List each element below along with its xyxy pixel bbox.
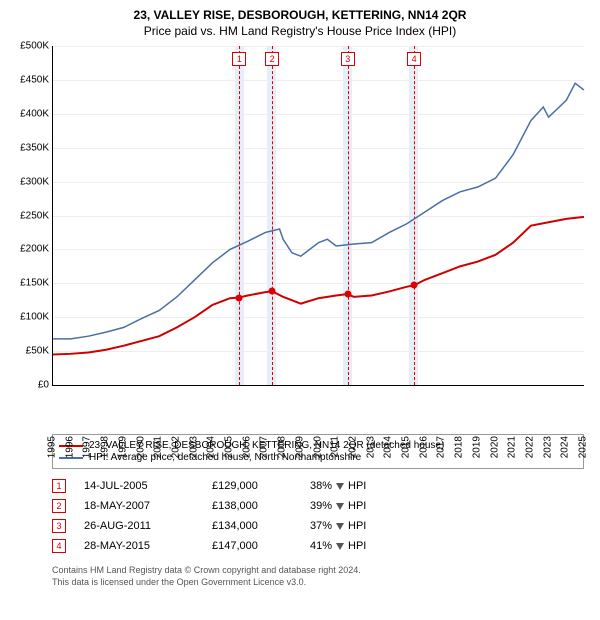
sale-point <box>269 288 276 295</box>
sale-price: £129,000 <box>212 480 292 492</box>
sale-date: 18-MAY-2007 <box>84 500 194 512</box>
arrow-down-icon <box>336 543 344 550</box>
sale-price: £138,000 <box>212 500 292 512</box>
sale-date: 26-AUG-2011 <box>84 520 194 532</box>
sales-table: 1 14-JUL-2005 £129,000 38% HPI 2 18-MAY-2007 £… <box>52 479 584 553</box>
x-tick-label: 2009 <box>294 436 305 458</box>
sale-index: 2 <box>52 499 66 513</box>
sale-date: 28-MAY-2015 <box>84 540 194 552</box>
footer-line-1: Contains HM Land Registry data © Crown c… <box>52 565 584 577</box>
sale-diff: 39% HPI <box>310 500 366 512</box>
x-tick-label: 2011 <box>330 436 341 458</box>
x-tick-label: 1998 <box>100 436 111 458</box>
x-tick-label: 2016 <box>418 436 429 458</box>
series-price_paid <box>53 217 584 355</box>
x-tick-label: 2010 <box>312 436 323 458</box>
sale-index: 4 <box>52 539 66 553</box>
sale-price: £147,000 <box>212 540 292 552</box>
x-tick-label: 1999 <box>117 436 128 458</box>
footer-copyright: Contains HM Land Registry data © Crown c… <box>52 565 584 588</box>
x-tick-label: 2017 <box>436 436 447 458</box>
line-series <box>53 46 584 385</box>
sale-row: 2 18-MAY-2007 £138,000 39% HPI <box>52 499 584 513</box>
x-tick-label: 2022 <box>524 436 535 458</box>
x-tick-label: 1997 <box>82 436 93 458</box>
y-tick-label: £100K <box>20 312 53 323</box>
x-tick-label: 2014 <box>383 436 394 458</box>
x-tick-label: 2019 <box>471 436 482 458</box>
x-tick-label: 2013 <box>365 436 376 458</box>
sale-diff: 37% HPI <box>310 520 366 532</box>
sale-date: 14-JUL-2005 <box>84 480 194 492</box>
x-tick-label: 2023 <box>542 436 553 458</box>
chart-title: 23, VALLEY RISE, DESBOROUGH, KETTERING, … <box>10 8 590 22</box>
x-tick-label: 2007 <box>259 436 270 458</box>
x-tick-label: 2021 <box>507 436 518 458</box>
x-tick-label: 2020 <box>489 436 500 458</box>
sale-index: 1 <box>52 479 66 493</box>
sale-point <box>344 291 351 298</box>
arrow-down-icon <box>336 503 344 510</box>
sale-index: 3 <box>52 519 66 533</box>
series-hpi <box>53 83 584 339</box>
arrow-down-icon <box>336 483 344 490</box>
x-axis-ticks: 1995199619971998199920002001200220032004… <box>52 390 584 430</box>
x-tick-label: 2025 <box>578 436 589 458</box>
y-tick-label: £400K <box>20 108 53 119</box>
chart-plot-area: £0£50K£100K£150K£200K£250K£300K£350K£400… <box>52 46 584 386</box>
y-tick-label: £450K <box>20 74 53 85</box>
y-tick-label: £50K <box>26 346 53 357</box>
sale-row: 1 14-JUL-2005 £129,000 38% HPI <box>52 479 584 493</box>
sale-row: 3 26-AUG-2011 £134,000 37% HPI <box>52 519 584 533</box>
sale-point <box>236 294 243 301</box>
sale-row: 4 28-MAY-2015 £147,000 41% HPI <box>52 539 584 553</box>
chart-subtitle: Price paid vs. HM Land Registry's House … <box>10 24 590 38</box>
sale-point <box>411 282 418 289</box>
x-tick-label: 1996 <box>64 436 75 458</box>
x-tick-label: 2015 <box>401 436 412 458</box>
x-tick-label: 2012 <box>347 436 358 458</box>
x-tick-label: 2001 <box>153 436 164 458</box>
x-tick-label: 2006 <box>241 436 252 458</box>
sale-diff: 41% HPI <box>310 540 366 552</box>
chart-container: 23, VALLEY RISE, DESBOROUGH, KETTERING, … <box>0 0 600 596</box>
arrow-down-icon <box>336 523 344 530</box>
y-tick-label: £200K <box>20 244 53 255</box>
x-tick-label: 1995 <box>47 436 58 458</box>
y-tick-label: £500K <box>20 41 53 52</box>
y-tick-label: £300K <box>20 176 53 187</box>
footer-line-2: This data is licensed under the Open Gov… <box>52 577 584 589</box>
x-tick-label: 2002 <box>170 436 181 458</box>
x-tick-label: 2024 <box>560 436 571 458</box>
x-tick-label: 2005 <box>224 436 235 458</box>
y-tick-label: £350K <box>20 142 53 153</box>
y-tick-label: £150K <box>20 278 53 289</box>
x-tick-label: 2008 <box>277 436 288 458</box>
x-tick-label: 2000 <box>135 436 146 458</box>
x-tick-label: 2018 <box>454 436 465 458</box>
y-tick-label: £250K <box>20 210 53 221</box>
sale-diff: 38% HPI <box>310 480 366 492</box>
y-tick-label: £0 <box>38 380 53 391</box>
x-tick-label: 2004 <box>206 436 217 458</box>
sale-price: £134,000 <box>212 520 292 532</box>
x-tick-label: 2003 <box>188 436 199 458</box>
